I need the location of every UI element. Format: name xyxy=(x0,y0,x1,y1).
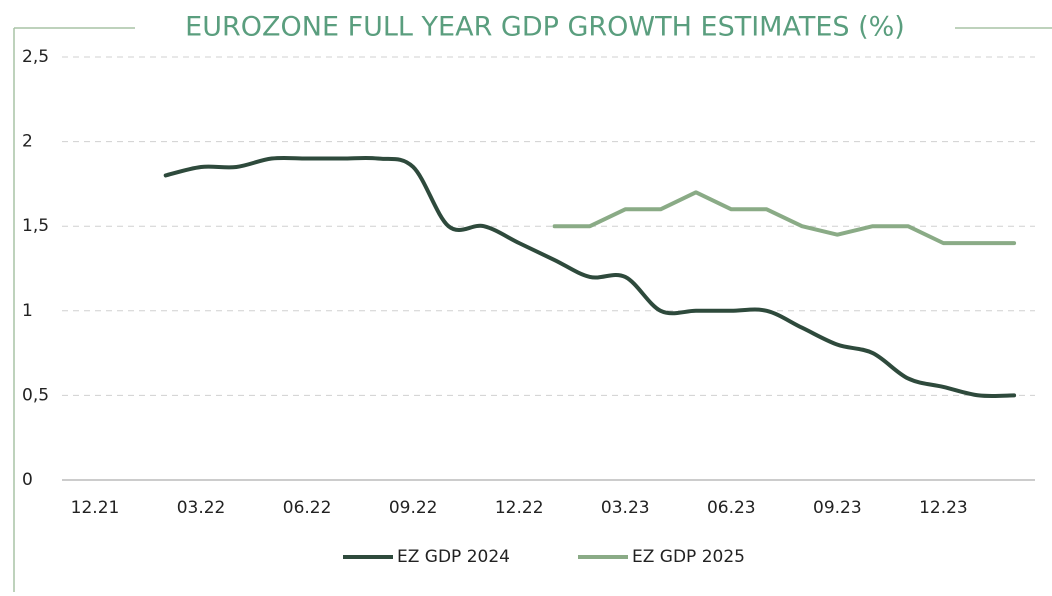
x-tick-label: 09.23 xyxy=(813,498,862,518)
x-tick-label: 03.23 xyxy=(601,498,650,518)
x-tick-label: 12.21 xyxy=(71,498,120,518)
y-tick-label: 2 xyxy=(22,132,33,152)
y-tick-label: 0 xyxy=(22,470,33,490)
legend-label: EZ GDP 2024 xyxy=(397,547,510,567)
x-tick-label: 12.23 xyxy=(919,498,968,518)
x-tick-label: 09.22 xyxy=(389,498,438,518)
y-tick-label: 1,5 xyxy=(22,216,49,236)
x-tick-label: 12.22 xyxy=(495,498,544,518)
x-tick-label: 03.22 xyxy=(177,498,226,518)
x-tick-label: 06.22 xyxy=(283,498,332,518)
y-tick-label: 1 xyxy=(22,301,33,321)
x-tick-label: 06.23 xyxy=(707,498,756,518)
legend-label: EZ GDP 2025 xyxy=(632,547,745,567)
y-tick-label: 0,5 xyxy=(22,385,49,405)
chart-title: EUROZONE FULL YEAR GDP GROWTH ESTIMATES … xyxy=(185,12,905,43)
y-tick-label: 2,5 xyxy=(22,47,49,67)
line-series xyxy=(163,155,1017,399)
line-series xyxy=(552,190,1017,246)
